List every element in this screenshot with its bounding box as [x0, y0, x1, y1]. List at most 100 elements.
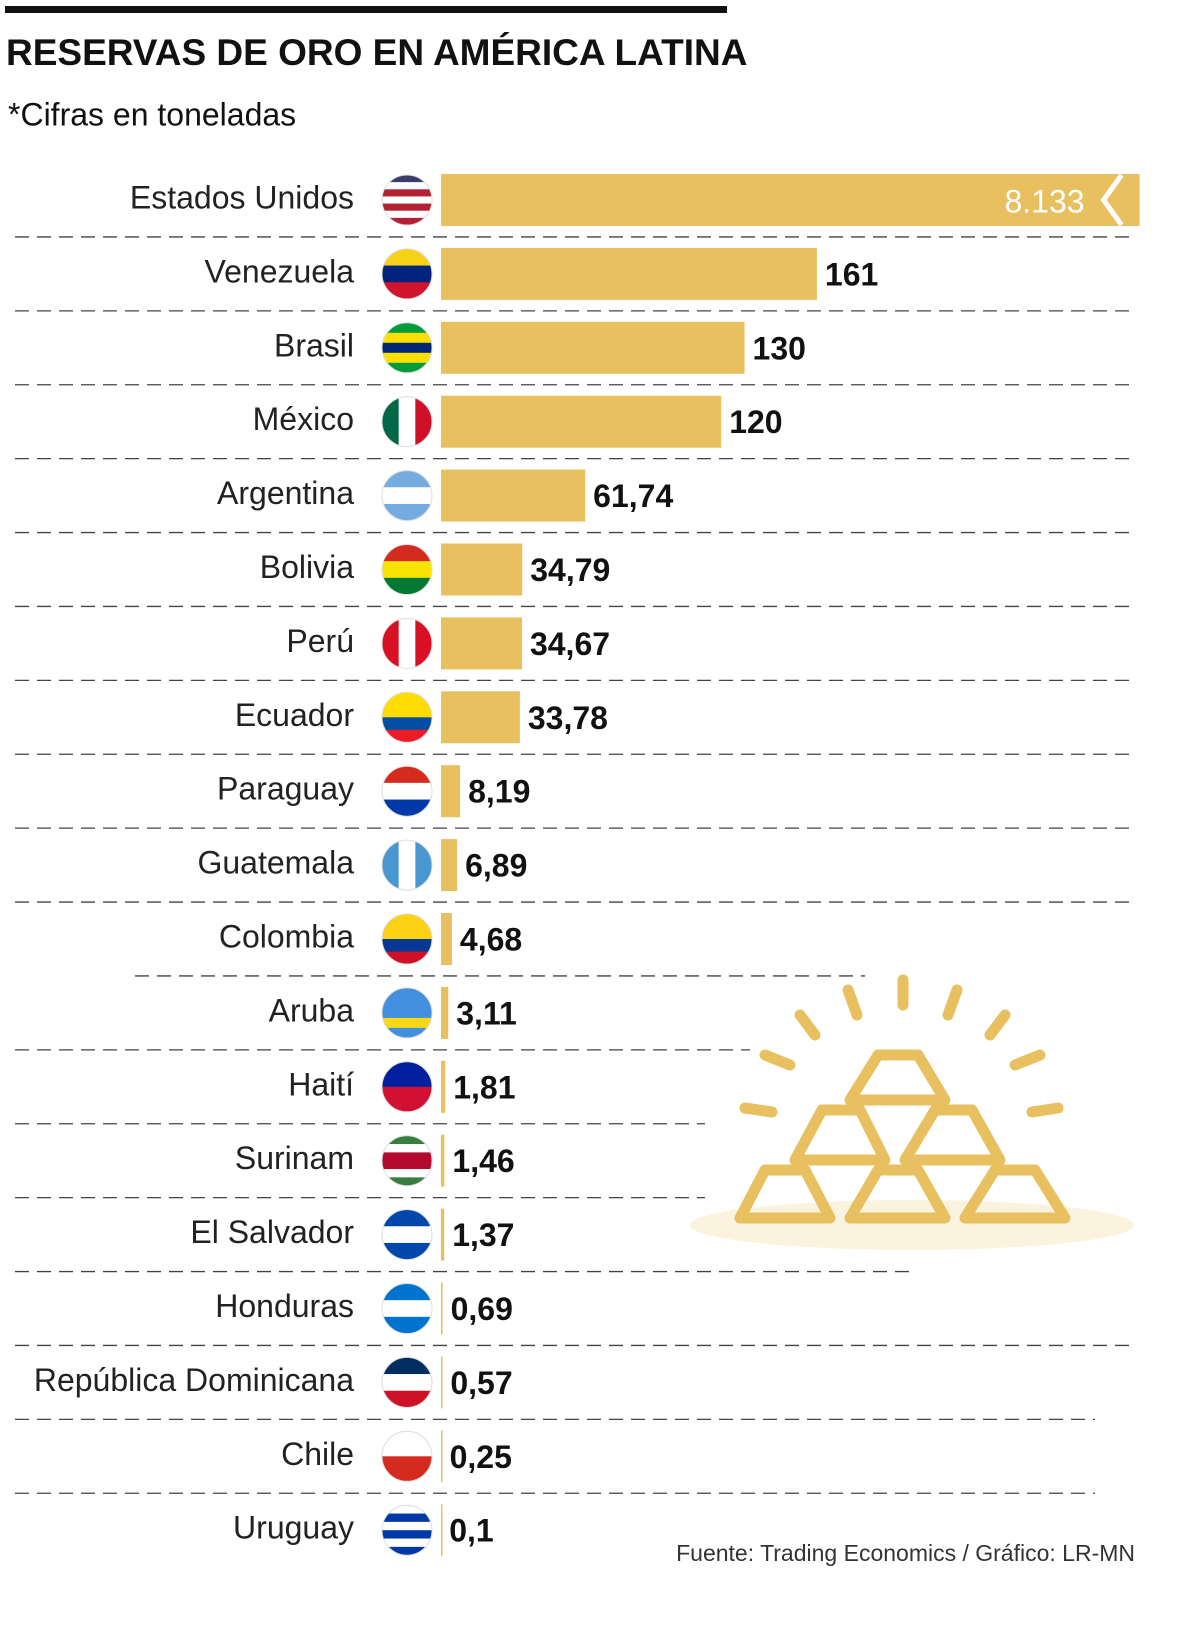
- flag-stripe: [382, 729, 432, 743]
- flag-stripe: [382, 182, 432, 190]
- flag-border: [381, 396, 433, 448]
- flag-stripe: [398, 396, 416, 447]
- flag: [382, 1505, 432, 1556]
- flag-stripe: [382, 332, 432, 344]
- flag-stripe: [382, 352, 432, 364]
- value-label: 0,69: [451, 1291, 513, 1327]
- bar: [441, 1356, 443, 1409]
- category-label: Aruba: [269, 992, 355, 1028]
- flag-stripe: [382, 1316, 432, 1334]
- value-label: 1,37: [452, 1217, 514, 1253]
- value-label: 130: [753, 330, 806, 366]
- flag-border: [381, 470, 433, 522]
- flag: [382, 470, 432, 521]
- bar: [441, 913, 452, 965]
- flag: [382, 322, 432, 373]
- flag-stripe: [382, 1027, 432, 1038]
- flag-stripe: [382, 362, 432, 373]
- category-label: Guatemala: [197, 845, 354, 881]
- flag: [382, 1135, 432, 1186]
- flag-stripe: [382, 282, 432, 299]
- flag-border: [381, 1356, 433, 1408]
- flag-stripe: [382, 1086, 432, 1112]
- value-label: 1,81: [453, 1069, 515, 1105]
- category-label: República Dominicana: [34, 1362, 354, 1398]
- flag: [382, 1357, 432, 1408]
- flag-stripe: [382, 396, 400, 447]
- flag-border: [381, 1135, 433, 1187]
- flag-border: [381, 1430, 433, 1482]
- category-label: Perú: [286, 623, 354, 659]
- flag-stripe: [382, 470, 432, 488]
- value-label: 34,79: [530, 552, 610, 588]
- flag-border: [381, 839, 433, 891]
- flag-stripe: [382, 1357, 432, 1375]
- flag-stripe: [382, 1521, 432, 1531]
- bar: [441, 765, 461, 818]
- value-label: 8.133: [1005, 183, 1085, 219]
- bar: [441, 1282, 443, 1335]
- flag-stripe: [382, 196, 432, 205]
- flag-stripe: [382, 322, 432, 334]
- flag-stripe: [382, 618, 400, 669]
- flag-stripe: [382, 951, 432, 964]
- flag-stripe: [382, 1144, 432, 1153]
- flag-border: [381, 322, 433, 374]
- flag-stripe: [382, 1546, 432, 1556]
- flag-stripe: [382, 939, 432, 952]
- flag-stripe: [382, 997, 432, 1009]
- category-label: Surinam: [235, 1140, 354, 1176]
- flag-border: [381, 913, 433, 965]
- value-label: 0,1: [449, 1513, 493, 1549]
- category-label: Paraguay: [217, 771, 354, 807]
- value-label: 8,19: [468, 774, 530, 810]
- flag-border: [381, 248, 433, 300]
- value-label: 33,78: [528, 700, 608, 736]
- flag-stripe: [382, 577, 432, 595]
- flag-stripe: [382, 987, 432, 999]
- flag-border: [381, 1061, 433, 1113]
- flag-border: [381, 691, 433, 743]
- category-label: Honduras: [215, 1288, 354, 1324]
- flag-stripe: [382, 342, 432, 354]
- axis-break: [1100, 173, 1124, 227]
- flag: [382, 840, 432, 891]
- flag-stripe: [382, 799, 432, 817]
- value-label: 0,57: [450, 1365, 512, 1401]
- flag-stripe: [382, 487, 432, 505]
- flag-stripe: [382, 704, 432, 718]
- flag-stripe: [382, 248, 432, 267]
- flag-stripe: [382, 210, 432, 219]
- flag-border: [381, 174, 433, 226]
- flag-stripe: [382, 926, 432, 940]
- flag: [382, 544, 432, 595]
- flag-stripe: [382, 1300, 432, 1318]
- chart-subtitle: *Cifras en toneladas: [8, 96, 296, 132]
- bar: [441, 691, 520, 744]
- flag-stripe: [382, 544, 432, 562]
- value-label: 1,46: [452, 1143, 514, 1179]
- bar: [441, 395, 722, 448]
- flag-stripe: [382, 1283, 432, 1301]
- flag-stripe: [382, 1017, 432, 1029]
- flag-stripe: [382, 1530, 432, 1540]
- bar: [441, 1430, 443, 1483]
- category-label: Uruguay: [233, 1510, 354, 1546]
- category-label: Haití: [288, 1066, 354, 1102]
- flag-stripe: [382, 1390, 432, 1408]
- flag-border: [381, 544, 433, 595]
- bar: [441, 1060, 446, 1113]
- flag-stripe: [382, 265, 432, 283]
- flag-border: [381, 1504, 433, 1556]
- gold-icon: [690, 974, 1134, 1250]
- flag-stripe: [415, 840, 432, 891]
- bar: [441, 1504, 443, 1557]
- bar: [441, 469, 586, 522]
- bar: [441, 617, 522, 670]
- flag-stripe: [382, 1135, 432, 1145]
- flag: [382, 396, 432, 447]
- flag-stripe: [382, 1152, 432, 1162]
- flag: [382, 618, 432, 669]
- chart-title: RESERVAS DE ORO EN AMÉRICA LATINA: [6, 32, 747, 73]
